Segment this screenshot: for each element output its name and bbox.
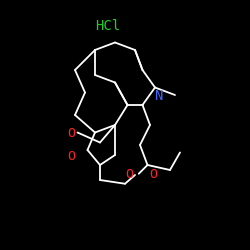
Text: O: O [67, 127, 75, 140]
Text: O: O [67, 150, 75, 163]
Text: N: N [154, 89, 163, 103]
Text: O: O [150, 168, 158, 181]
Text: O: O [125, 168, 133, 181]
Text: HCl: HCl [95, 19, 120, 33]
